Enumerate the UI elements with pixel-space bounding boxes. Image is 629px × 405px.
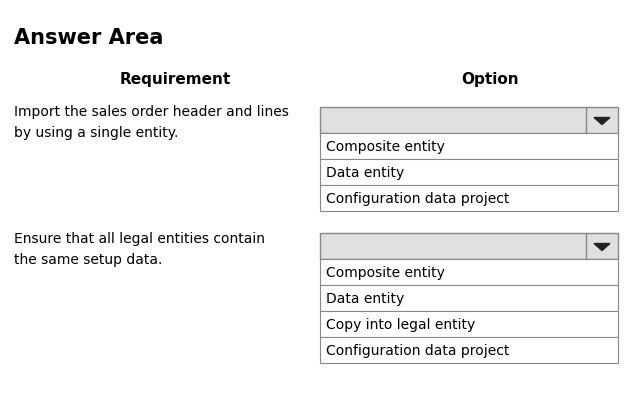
FancyBboxPatch shape bbox=[320, 134, 618, 160]
Text: Ensure that all legal entities contain
the same setup data.: Ensure that all legal entities contain t… bbox=[14, 231, 265, 266]
Text: Configuration data project: Configuration data project bbox=[326, 192, 509, 205]
Text: Import the sales order header and lines
by using a single entity.: Import the sales order header and lines … bbox=[14, 105, 289, 139]
Text: Configuration data project: Configuration data project bbox=[326, 343, 509, 357]
FancyBboxPatch shape bbox=[320, 311, 618, 337]
Text: Composite entity: Composite entity bbox=[326, 265, 445, 279]
FancyBboxPatch shape bbox=[320, 160, 618, 185]
Polygon shape bbox=[594, 118, 610, 125]
FancyBboxPatch shape bbox=[320, 185, 618, 211]
Text: Requirement: Requirement bbox=[120, 72, 231, 87]
Text: Data entity: Data entity bbox=[326, 166, 404, 179]
FancyBboxPatch shape bbox=[320, 259, 618, 285]
FancyBboxPatch shape bbox=[320, 108, 618, 134]
FancyBboxPatch shape bbox=[320, 285, 618, 311]
Text: Option: Option bbox=[461, 72, 519, 87]
Text: Answer Area: Answer Area bbox=[14, 28, 164, 48]
Polygon shape bbox=[594, 244, 610, 251]
Text: Composite entity: Composite entity bbox=[326, 140, 445, 153]
FancyBboxPatch shape bbox=[320, 233, 618, 259]
Text: Data entity: Data entity bbox=[326, 291, 404, 305]
Text: Copy into legal entity: Copy into legal entity bbox=[326, 317, 476, 331]
FancyBboxPatch shape bbox=[320, 337, 618, 363]
